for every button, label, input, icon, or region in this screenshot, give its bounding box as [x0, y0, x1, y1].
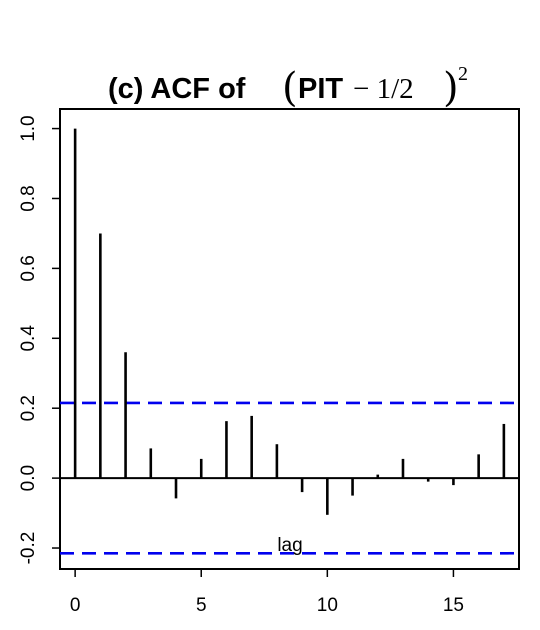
plot-frame [59, 108, 520, 570]
x-tick-label-15: 15 [443, 595, 464, 616]
x-tick-label-10: 10 [317, 595, 338, 616]
chart-title: (c) ACF of ( PIT − 1/2 ) 2 [108, 63, 468, 111]
y-tick-label-0.8: 0.8 [18, 185, 39, 211]
chart-title-prefix: (c) ACF of [108, 73, 246, 105]
y-tick-label-0.2: 0.2 [18, 395, 39, 421]
title-close-paren: ) [443, 65, 459, 111]
y-tick-label-1.0: 1.0 [18, 115, 39, 141]
y-tick-label-0.6: 0.6 [18, 255, 39, 281]
x-axis: 0 5 10 15 [70, 569, 464, 616]
x-tick-label-5: 5 [196, 595, 207, 616]
confidence-band [60, 401, 519, 555]
chart-title-math-bold: PIT [298, 73, 343, 105]
y-tick-label-0.4: 0.4 [18, 325, 39, 352]
title-open-paren: ( [282, 65, 298, 111]
chart-title-exponent: 2 [458, 63, 468, 85]
x-axis-label: lag [277, 535, 302, 556]
acf-bars [73, 128, 506, 515]
chart-title-math-rest: − 1/2 [353, 73, 414, 105]
y-tick-label--0.2: -0.2 [18, 532, 39, 565]
y-tick-label-0.0: 0.0 [18, 465, 39, 491]
y-axis: -0.2 0.0 0.2 0.4 0.6 0.8 1.0 [18, 115, 60, 564]
x-tick-label-0: 0 [70, 595, 81, 616]
